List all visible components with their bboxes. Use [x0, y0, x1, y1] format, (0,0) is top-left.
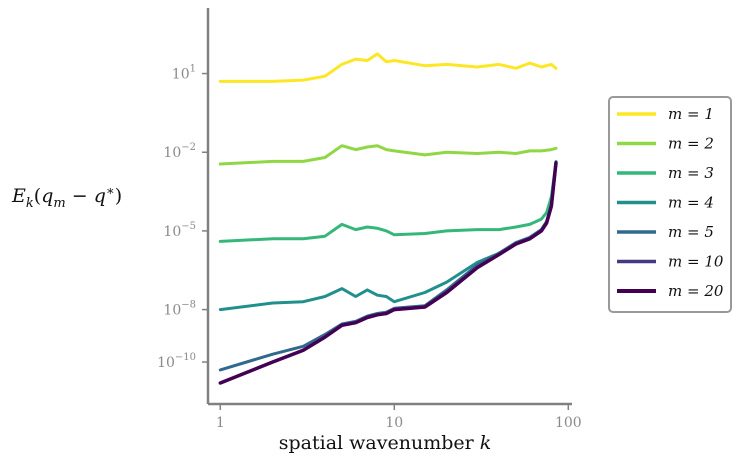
series-line-7 — [218, 160, 558, 385]
y-tick-label-5: 10−10 — [157, 352, 196, 371]
plot-area — [218, 52, 558, 385]
ticks: 1 10 100 101 10−2 10−5 10−8 10−10 — [157, 64, 582, 431]
y-axis-label: Ek(qm − q∗) — [11, 184, 122, 211]
y-tick-label-4: 10−8 — [163, 300, 196, 319]
legend-label-5: m = 5 — [668, 223, 714, 241]
legend-box — [608, 96, 732, 313]
legend-label-3: m = 3 — [668, 164, 714, 182]
legend: m = 1 m = 2 m = 3 m = 4 m = 5 m = 10 m = 20 — [617, 105, 724, 300]
series-line-1 — [218, 52, 558, 83]
y-tick-label-2: 10−2 — [163, 142, 196, 161]
legend-label-7: m = 20 — [668, 282, 724, 300]
x-axis-label: spatial wavenumber k — [279, 432, 492, 454]
x-tick-label-3: 100 — [555, 415, 582, 431]
series-line-3 — [218, 159, 558, 243]
series-line-5 — [218, 161, 558, 372]
series-line-6 — [218, 161, 558, 385]
y-tick-label-1: 101 — [172, 64, 196, 83]
x-tick-label-2: 10 — [385, 415, 403, 431]
series-line-2 — [218, 144, 558, 166]
series-line-4 — [218, 161, 558, 312]
legend-label-2: m = 2 — [668, 135, 714, 153]
y-tick-label-3: 10−5 — [163, 221, 196, 240]
legend-label-1: m = 1 — [668, 105, 714, 123]
legend-label-4: m = 4 — [668, 194, 714, 212]
x-tick-label-1: 1 — [216, 415, 225, 431]
legend-label-6: m = 10 — [668, 253, 724, 271]
